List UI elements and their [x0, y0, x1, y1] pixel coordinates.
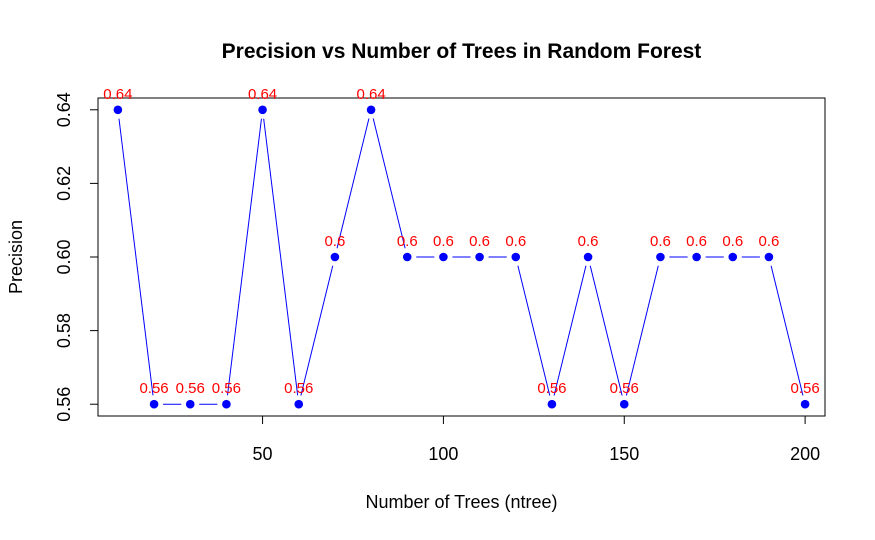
data-point [800, 399, 810, 409]
data-label: 0.56 [537, 380, 566, 397]
data-point [439, 252, 448, 262]
data-point [764, 252, 774, 262]
y-tick-label: 0.56 [54, 387, 74, 422]
data-label: 0.6 [469, 233, 490, 250]
data-point [547, 399, 557, 409]
data-point [258, 105, 267, 115]
plot-content: 0.64 0.56 0.56 0.56 0.64 0.56 0.6 0.64 0.6 0.6 0.6… [103, 86, 820, 409]
data-point [330, 252, 340, 262]
series-line-segment [263, 118, 299, 396]
y-axis: 0.56 0.58 0.60 0.62 0.64 [54, 92, 99, 422]
x-tick-label: 150 [609, 444, 639, 464]
data-label: 0.64 [248, 86, 277, 103]
data-point [475, 252, 484, 262]
data-point [692, 252, 701, 262]
data-label: 0.6 [759, 233, 780, 250]
y-tick-label: 0.64 [54, 92, 74, 127]
y-axis-title: Precision [6, 220, 26, 294]
data-label: 0.56 [176, 380, 205, 397]
data-label: 0.6 [722, 233, 743, 250]
series-line-segment [589, 265, 623, 396]
data-label: 0.56 [284, 380, 313, 397]
data-label: 0.64 [103, 86, 132, 103]
data-label: 0.6 [686, 233, 707, 250]
data-point [113, 105, 123, 115]
series-line-segment [517, 265, 551, 396]
x-axis-title: Number of Trees (ntree) [365, 492, 557, 512]
series-line-segment [770, 265, 804, 396]
data-point [619, 399, 629, 409]
data-point [402, 252, 412, 262]
series-line-segment [625, 265, 659, 396]
data-point [583, 252, 593, 262]
data-label: 0.64 [356, 86, 385, 103]
y-tick-label: 0.62 [54, 166, 74, 201]
series-line-segment [336, 118, 370, 249]
data-point [656, 252, 665, 262]
series-line-segment [553, 265, 587, 396]
data-label: 0.6 [650, 233, 671, 250]
y-tick-label: 0.58 [54, 313, 74, 348]
series-line-segment [227, 118, 262, 396]
data-point [294, 399, 304, 409]
x-tick-label: 50 [253, 444, 273, 464]
data-point [185, 399, 195, 409]
data-label: 0.6 [433, 233, 454, 250]
x-axis: 50 100 150 200 [253, 415, 820, 464]
x-tick-label: 200 [790, 444, 820, 464]
x-tick-label: 100 [428, 444, 458, 464]
data-label: 0.6 [324, 233, 345, 250]
data-point [149, 399, 159, 409]
data-label: 0.56 [791, 380, 820, 397]
data-label: 0.6 [397, 233, 418, 250]
data-label: 0.56 [610, 380, 639, 397]
data-point [728, 252, 738, 262]
series-line-segment [300, 265, 334, 396]
data-label: 0.6 [505, 233, 526, 250]
y-tick-label: 0.60 [54, 239, 74, 274]
data-point [366, 105, 376, 115]
series-line-segment [372, 118, 406, 249]
data-label: 0.56 [139, 380, 168, 397]
data-point [222, 399, 231, 409]
data-label: 0.56 [212, 380, 241, 397]
data-point [511, 252, 521, 262]
series-line-segment [118, 118, 154, 396]
chart-title: Precision vs Number of Trees in Random F… [222, 40, 702, 63]
data-label: 0.6 [578, 233, 599, 250]
